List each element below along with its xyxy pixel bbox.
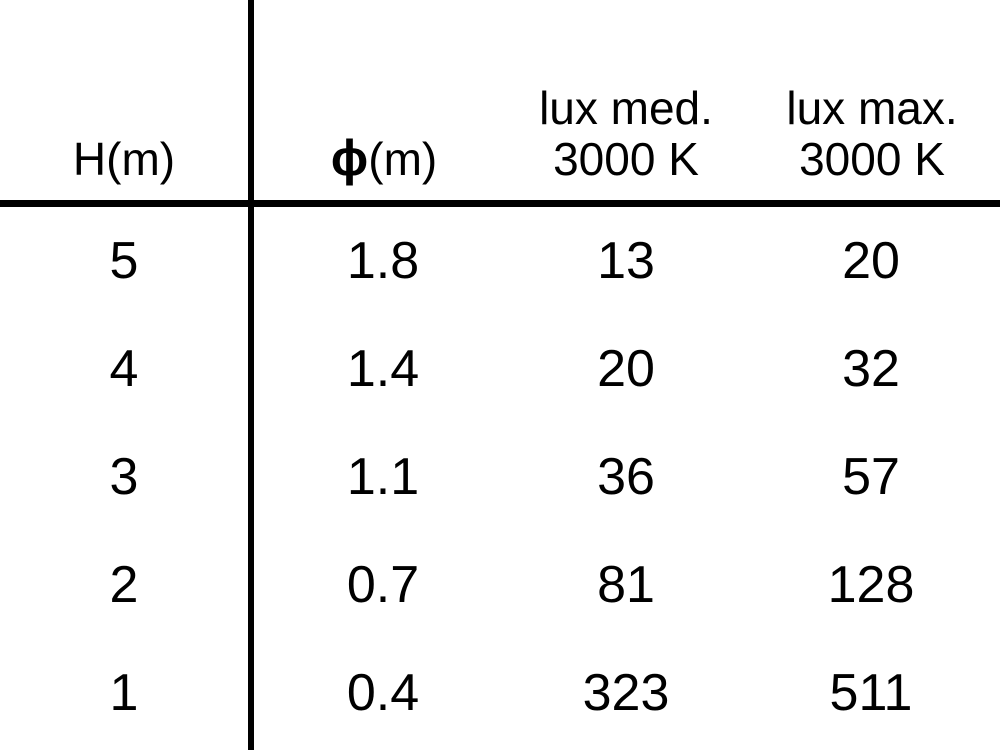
column-header-lux-med-line1: lux med. — [539, 81, 713, 134]
phi-symbol-icon: ϕ — [330, 130, 369, 186]
column-header-height: H(m) — [0, 134, 248, 186]
cell-lux-med: 13 — [597, 232, 655, 290]
table-row: 5 1.8 13 20 — [0, 207, 1000, 315]
cell-lux-max: 20 — [842, 232, 900, 290]
cell-phi: 1.8 — [346, 232, 420, 290]
header-divider-horizontal — [0, 200, 1000, 207]
cell-lux-med: 323 — [582, 664, 670, 722]
table-row: 3 1.1 36 57 — [0, 423, 1000, 531]
cell-phi: 0.7 — [346, 556, 420, 614]
column-header-lux-max: lux max. 3000 K — [748, 81, 996, 186]
cell-height: 3 — [109, 448, 139, 506]
table-row: 4 1.4 20 32 — [0, 315, 1000, 423]
column-header-lux-med: lux med. 3000 K — [508, 81, 744, 186]
cell-height: 5 — [109, 232, 139, 290]
cell-height: 1 — [109, 664, 139, 722]
table-row: 1 0.4 323 511 — [0, 639, 1000, 747]
cell-lux-max: 511 — [829, 664, 913, 722]
column-header-height-line1: H(m) — [72, 133, 176, 186]
cell-lux-max: 32 — [842, 340, 900, 398]
cell-lux-max: 57 — [842, 448, 900, 506]
table-header-row: H(m) ϕ(m) lux med. 3000 K lux max. 3000 … — [0, 0, 1000, 200]
cell-height: 4 — [109, 340, 139, 398]
table-row: 2 0.7 81 128 — [0, 531, 1000, 639]
column-header-phi-unit: (m) — [368, 133, 438, 185]
cell-lux-med: 81 — [597, 556, 655, 614]
column-header-phi: ϕ(m) — [254, 130, 514, 186]
cell-phi: 1.4 — [346, 340, 420, 398]
cell-lux-med: 36 — [597, 448, 655, 506]
column-header-lux-med-line2: 3000 K — [553, 133, 699, 186]
column-divider-vertical — [248, 0, 254, 750]
cell-lux-max: 128 — [827, 556, 915, 614]
column-header-lux-max-line2: 3000 K — [799, 133, 945, 186]
cell-phi: 1.1 — [346, 448, 420, 506]
cell-lux-med: 20 — [597, 340, 655, 398]
column-header-lux-max-line1: lux max. — [786, 81, 958, 134]
cell-height: 2 — [109, 556, 139, 614]
table-body: 5 1.8 13 20 4 1.4 20 32 3 1.1 36 57 2 0.… — [0, 207, 1000, 750]
cell-phi: 0.4 — [346, 664, 420, 722]
